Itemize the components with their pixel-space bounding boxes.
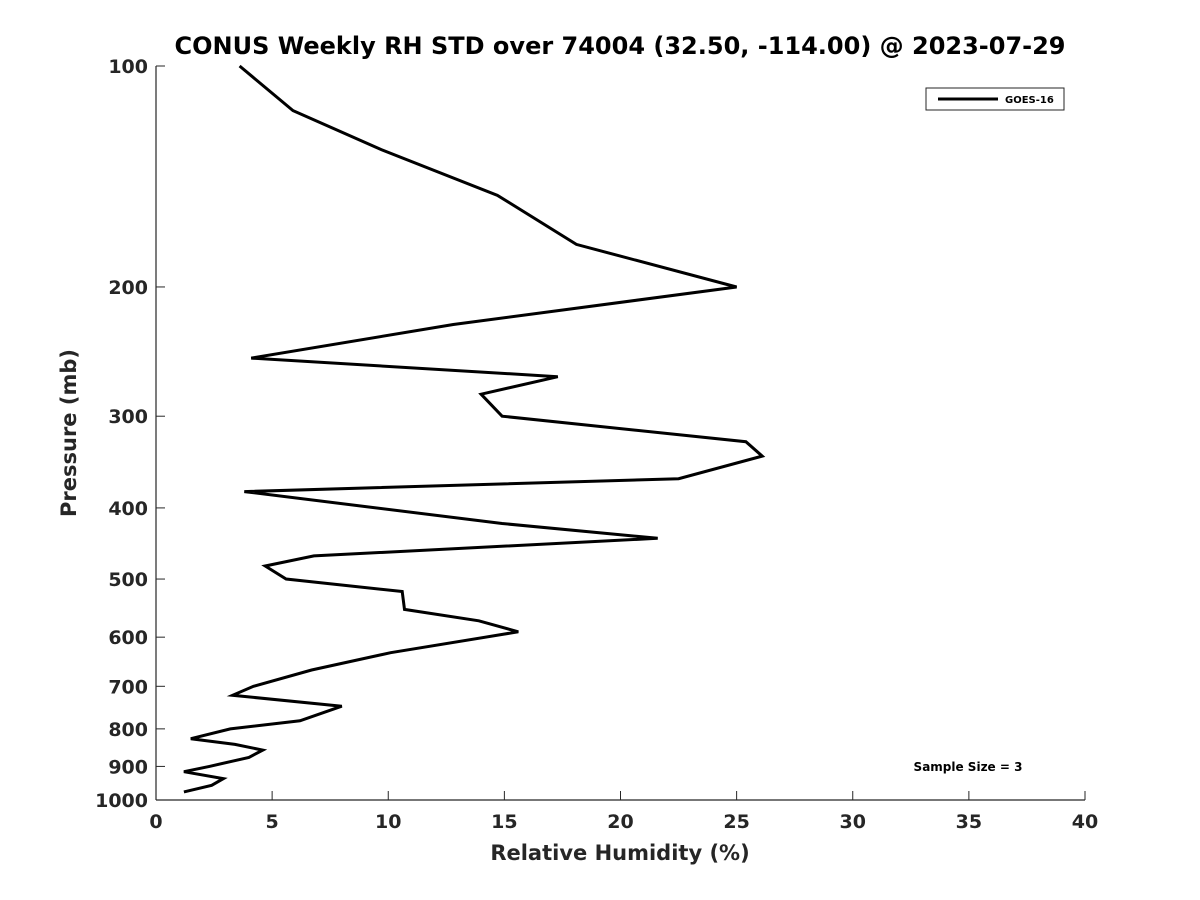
x-tick-label: 10 <box>375 811 401 833</box>
y-tick-label: 200 <box>108 277 148 299</box>
chart-title: CONUS Weekly RH STD over 74004 (32.50, -… <box>174 32 1065 60</box>
y-tick-label: 400 <box>108 498 148 520</box>
plot-axes: 0 5 10 15 20 25 30 35 40 100 200 300 400 500 600 700 800… <box>95 56 1098 833</box>
y-tick-label: 500 <box>108 569 148 591</box>
y-tick-label: 100 <box>108 56 148 78</box>
y-tick-label: 700 <box>108 676 148 698</box>
x-axis-label: Relative Humidity (%) <box>490 841 749 865</box>
y-tick-label: 900 <box>108 756 148 778</box>
x-tick-label: 15 <box>491 811 517 833</box>
series-line-goes-16 <box>183 64 766 794</box>
x-tick-label: 30 <box>840 811 866 833</box>
x-tick-label: 40 <box>1072 811 1098 833</box>
x-tick-label: 5 <box>266 811 279 833</box>
y-tick-label: 300 <box>108 406 148 428</box>
y-tick-label: 600 <box>108 627 148 649</box>
y-tick-label: 800 <box>108 719 148 741</box>
x-tick-label: 0 <box>149 811 162 833</box>
y-tick-label: 1000 <box>95 790 148 812</box>
series-layer <box>183 64 766 794</box>
y-axis-label: Pressure (mb) <box>57 349 81 517</box>
x-tick-label: 35 <box>956 811 982 833</box>
sample-size-annotation: Sample Size = 3 <box>914 760 1023 774</box>
legend: GOES-16 <box>925 87 1065 111</box>
x-tick-label: 20 <box>607 811 633 833</box>
legend-label-goes-16: GOES-16 <box>1005 95 1054 106</box>
x-tick-label: 25 <box>723 811 749 833</box>
